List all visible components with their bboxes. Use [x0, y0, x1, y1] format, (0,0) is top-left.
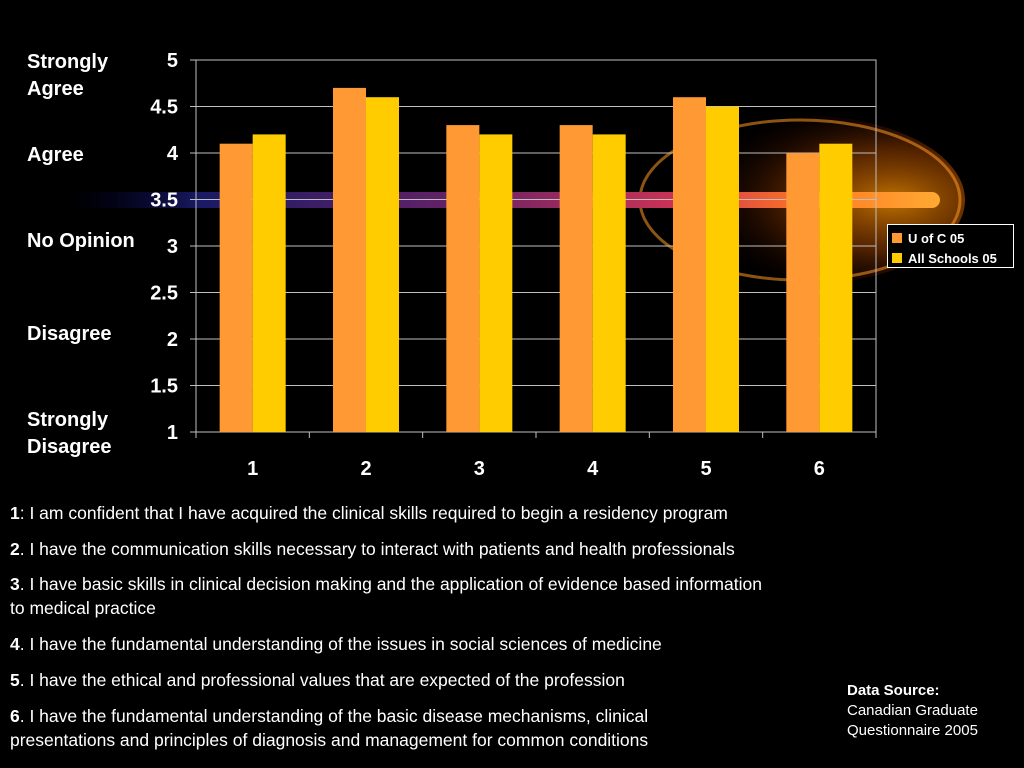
question-note-1: 1: I am confident that I have acquired t… [10, 501, 850, 525]
y-tick-labels: 1 1.5 2 2.5 3 3.5 4 4.5 5 [150, 50, 179, 444]
x-tick-label: 3 [474, 458, 485, 480]
bar-uofc [673, 97, 706, 432]
data-source: Data Source: Canadian Graduate Questionn… [847, 681, 978, 741]
question-text: . I have basic skills in clinical decisi… [10, 574, 762, 618]
question-number: 6 [10, 706, 20, 726]
x-tick-label: 2 [360, 458, 371, 480]
question-number: 1 [10, 503, 20, 523]
bar-all-schools [366, 97, 399, 432]
y-tick-label: 1.5 [150, 376, 178, 398]
legend-swatch-uofc [892, 233, 902, 243]
x-tick-label: 5 [700, 458, 711, 480]
scale-label-agree: Agree [27, 144, 84, 166]
bar-chart: 1 1.5 2 2.5 3 3.5 4 4.5 5 1 2 3 4 5 6 [70, 50, 965, 480]
bar-uofc [219, 143, 253, 432]
bar-uofc [786, 153, 820, 432]
legend-label-uofc: U of C 05 [908, 230, 965, 246]
question-text: . I have the fundamental understanding o… [10, 706, 649, 750]
scale-label-strongly-agree: Strongly Agree [27, 51, 109, 100]
y-tick-label: 4 [167, 143, 179, 165]
x-tick-label: 4 [587, 458, 599, 480]
x-tick-label: 1 [247, 458, 258, 480]
bar-uofc [446, 125, 480, 432]
y-tick-label: 2 [167, 329, 178, 351]
legend-item-all-schools: All Schools 05 [892, 248, 1013, 268]
bars [219, 87, 853, 433]
bar-all-schools [479, 134, 513, 432]
y-tick-label: 3.5 [150, 190, 178, 212]
bar-all-schools [252, 134, 286, 432]
question-number: 3 [10, 574, 20, 594]
bar-all-schools [592, 134, 626, 432]
question-note-2: 2. I have the communication skills neces… [10, 537, 850, 561]
question-number: 2 [10, 539, 20, 559]
bar-all-schools [819, 143, 853, 432]
y-tick-label: 3 [167, 236, 178, 258]
data-source-line-1: Canadian Graduate [847, 702, 978, 719]
y-tick-label: 1 [167, 422, 178, 444]
y-tick-label: 5 [167, 50, 178, 72]
bar-uofc [559, 125, 593, 432]
question-note-3: 3. I have basic skills in clinical decis… [10, 572, 780, 620]
bar-all-schools [706, 106, 739, 432]
question-text: . I have the ethical and professional va… [19, 670, 625, 690]
question-note-6: 6. I have the fundamental understanding … [10, 704, 755, 752]
bar-uofc [333, 87, 366, 433]
x-tick-labels: 1 2 3 4 5 6 [247, 458, 825, 480]
question-number: 5 [10, 670, 20, 690]
question-number: 4 [10, 634, 20, 654]
question-note-4: 4. I have the fundamental understanding … [10, 632, 850, 656]
chart-legend: U of C 05 All Schools 05 [887, 224, 1014, 268]
data-source-title: Data Source: [847, 682, 940, 699]
scale-label-disagree: Disagree [27, 323, 112, 345]
legend-label-all-schools: All Schools 05 [908, 250, 997, 266]
question-text: : I am confident that I have acquired th… [19, 503, 728, 523]
x-tick-label: 6 [814, 458, 825, 480]
y-tick-label: 4.5 [150, 97, 178, 119]
scale-label-strongly-disagree: Strongly Disagree [27, 409, 112, 458]
question-note-5: 5. I have the ethical and professional v… [10, 668, 850, 692]
question-text: . I have the communication skills necess… [19, 539, 735, 559]
data-source-line-2: Questionnaire 2005 [847, 722, 978, 739]
legend-swatch-all-schools [892, 253, 902, 263]
legend-item-uofc: U of C 05 [892, 228, 1013, 248]
scale-label-no-opinion: No Opinion [27, 230, 135, 252]
question-text: . I have the fundamental understanding o… [19, 634, 662, 654]
y-tick-label: 2.5 [150, 283, 178, 305]
gridlines [190, 59, 877, 438]
